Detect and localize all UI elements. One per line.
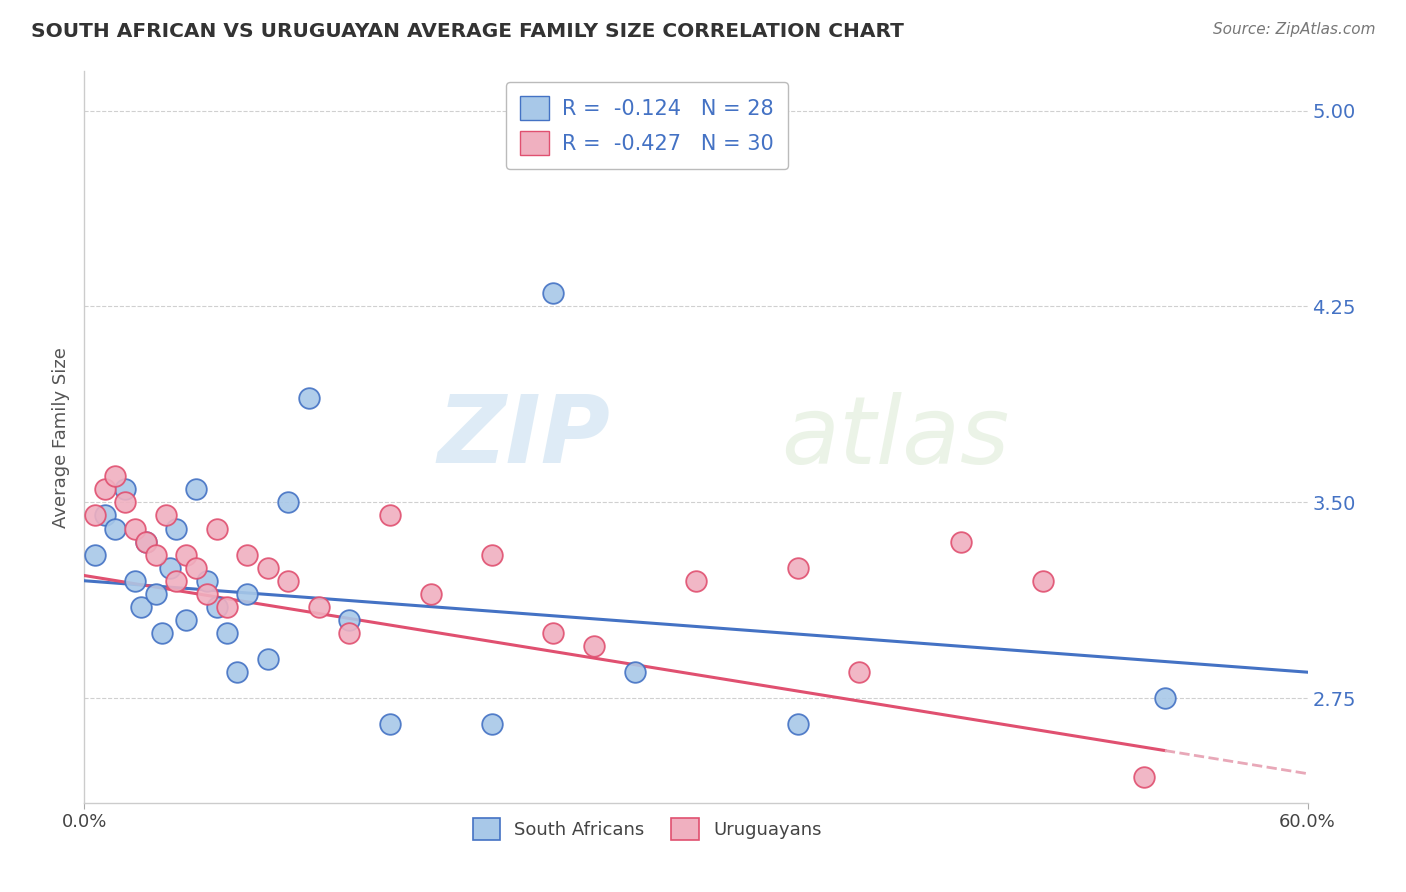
Point: [420, 587, 443, 601]
Point: [543, 626, 565, 640]
Point: [135, 534, 157, 549]
Point: [236, 548, 259, 562]
Point: [174, 613, 197, 627]
Point: [145, 587, 167, 601]
Point: [124, 574, 146, 588]
Point: [83, 548, 105, 562]
Point: [481, 548, 503, 562]
Point: [257, 560, 280, 574]
Text: SOUTH AFRICAN VS URUGUAYAN AVERAGE FAMILY SIZE CORRELATION CHART: SOUTH AFRICAN VS URUGUAYAN AVERAGE FAMIL…: [31, 22, 904, 41]
Point: [583, 639, 606, 653]
Point: [298, 391, 321, 405]
Point: [217, 626, 239, 640]
Point: [205, 599, 228, 614]
Point: [339, 613, 361, 627]
Point: [135, 534, 157, 549]
Point: [159, 560, 181, 574]
Point: [787, 560, 810, 574]
Text: Source: ZipAtlas.com: Source: ZipAtlas.com: [1212, 22, 1375, 37]
Point: [848, 665, 870, 680]
Point: [380, 508, 402, 523]
Point: [155, 508, 177, 523]
Point: [1032, 574, 1054, 588]
Legend: South Africans, Uruguayans: South Africans, Uruguayans: [464, 808, 831, 848]
Point: [257, 652, 280, 666]
Y-axis label: Average Family Size: Average Family Size: [52, 347, 70, 527]
Point: [543, 286, 565, 301]
Point: [186, 560, 208, 574]
Point: [114, 495, 136, 509]
Point: [236, 587, 259, 601]
Point: [217, 599, 239, 614]
Point: [93, 483, 115, 497]
Point: [950, 534, 973, 549]
Point: [226, 665, 249, 680]
Point: [131, 599, 153, 614]
Point: [685, 574, 707, 588]
Point: [481, 717, 503, 731]
Text: atlas: atlas: [782, 392, 1010, 483]
Point: [380, 717, 402, 731]
Point: [277, 495, 299, 509]
Point: [339, 626, 361, 640]
Point: [205, 522, 228, 536]
Point: [150, 626, 173, 640]
Point: [124, 522, 146, 536]
Point: [787, 717, 810, 731]
Point: [308, 599, 330, 614]
Point: [624, 665, 647, 680]
Point: [277, 574, 299, 588]
Point: [145, 548, 167, 562]
Text: ZIP: ZIP: [437, 391, 610, 483]
Point: [174, 548, 197, 562]
Point: [104, 522, 127, 536]
Point: [83, 508, 105, 523]
Point: [1154, 691, 1177, 706]
Point: [104, 469, 127, 483]
Point: [195, 587, 218, 601]
Point: [114, 483, 136, 497]
Point: [186, 483, 208, 497]
Point: [93, 508, 115, 523]
Point: [195, 574, 218, 588]
Point: [165, 522, 187, 536]
Point: [1133, 770, 1156, 784]
Point: [165, 574, 187, 588]
